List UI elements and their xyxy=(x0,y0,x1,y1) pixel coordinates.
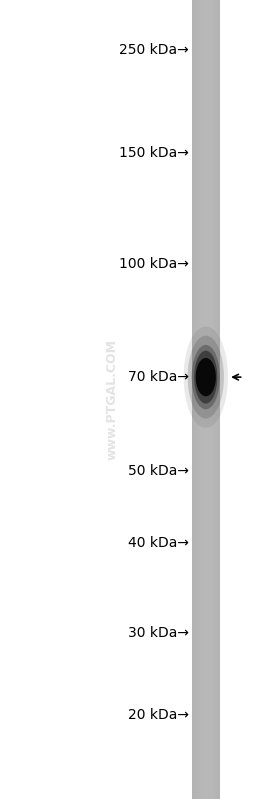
Bar xyxy=(201,0,202,799)
Bar xyxy=(215,0,216,799)
Bar xyxy=(210,0,211,799)
Bar xyxy=(208,0,209,799)
Bar xyxy=(193,0,194,799)
Bar xyxy=(218,0,219,799)
Bar xyxy=(198,0,199,799)
Text: 30 kDa→: 30 kDa→ xyxy=(128,626,189,640)
Bar xyxy=(192,0,193,799)
Bar xyxy=(219,0,220,799)
Bar xyxy=(219,0,220,799)
Bar xyxy=(211,0,212,799)
Ellipse shape xyxy=(188,336,224,419)
Text: 20 kDa→: 20 kDa→ xyxy=(128,708,189,722)
Text: 40 kDa→: 40 kDa→ xyxy=(128,536,189,551)
Ellipse shape xyxy=(196,358,216,396)
Text: 50 kDa→: 50 kDa→ xyxy=(128,464,189,479)
Bar xyxy=(206,0,207,799)
Bar xyxy=(194,0,195,799)
Bar xyxy=(209,0,210,799)
Bar xyxy=(204,0,205,799)
Bar xyxy=(212,0,213,799)
Bar xyxy=(197,0,198,799)
Bar xyxy=(195,0,196,799)
Bar xyxy=(192,0,220,799)
Bar xyxy=(203,0,204,799)
Bar xyxy=(207,0,208,799)
Bar xyxy=(213,0,214,799)
Bar xyxy=(205,0,206,799)
Bar xyxy=(202,0,203,799)
Text: 150 kDa→: 150 kDa→ xyxy=(119,146,189,161)
Bar xyxy=(196,0,197,799)
Ellipse shape xyxy=(194,351,217,403)
Text: 70 kDa→: 70 kDa→ xyxy=(128,370,189,384)
Bar xyxy=(209,0,210,799)
Bar xyxy=(198,0,199,799)
Ellipse shape xyxy=(192,345,220,409)
Bar xyxy=(199,0,200,799)
Bar xyxy=(212,0,213,799)
Text: 100 kDa→: 100 kDa→ xyxy=(119,256,189,271)
Bar xyxy=(205,0,206,799)
Bar xyxy=(195,0,196,799)
Text: 250 kDa→: 250 kDa→ xyxy=(119,42,189,57)
Text: www.PTGAL.COM: www.PTGAL.COM xyxy=(106,339,118,460)
Bar xyxy=(200,0,201,799)
Bar xyxy=(216,0,217,799)
Bar xyxy=(202,0,203,799)
Bar xyxy=(216,0,217,799)
Bar xyxy=(214,0,215,799)
Bar xyxy=(217,0,218,799)
Ellipse shape xyxy=(184,327,228,427)
Bar xyxy=(211,0,212,799)
